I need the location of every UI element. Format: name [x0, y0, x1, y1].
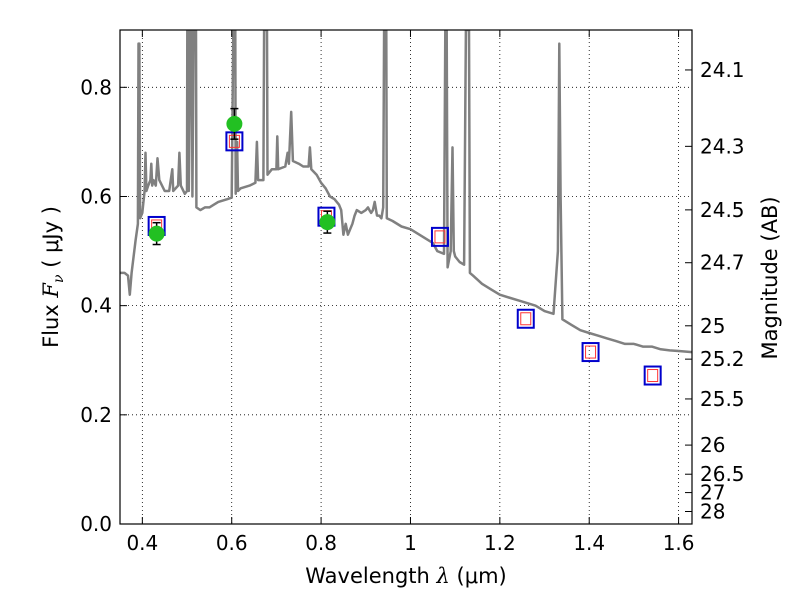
- x-tick-label: 0.4: [126, 531, 158, 555]
- y2-axis-title: Magnitude (AB): [758, 196, 782, 359]
- sed-spectrum-line: [120, 30, 692, 354]
- magnitude-tick-label: 28: [700, 499, 725, 523]
- y-tick-label: 0.6: [80, 184, 112, 208]
- x-tick-label: 0.6: [216, 531, 248, 555]
- magnitude-tick-label: 26.5: [700, 462, 745, 486]
- y-tick-label: 0.4: [80, 294, 112, 318]
- model-photometry-inner: [647, 369, 659, 383]
- model-photometry-inner: [434, 230, 446, 244]
- magnitude-tick-label: 24.7: [700, 251, 745, 275]
- model-photometry-inner: [585, 345, 597, 359]
- observed-photometry-point: [226, 115, 243, 132]
- magnitude-tick-label: 25: [700, 314, 725, 338]
- model-photometry-box: [643, 365, 662, 386]
- x-tick-label: 0.8: [305, 531, 337, 555]
- sed-spectrum-layer: [120, 30, 692, 354]
- model-photometry-box: [430, 226, 449, 247]
- magnitude-tick-label: 27: [700, 481, 725, 505]
- magnitude-tick-label: 24.5: [700, 198, 745, 222]
- x-tick-label: 1.2: [484, 531, 516, 555]
- photometry-layer: [147, 107, 662, 386]
- observed-photometry-point: [319, 214, 336, 231]
- model-photometry-box: [581, 342, 600, 363]
- model-photometry-inner: [520, 312, 532, 326]
- x-axis-title: Wavelength λ (μm): [305, 564, 506, 588]
- magnitude-tick-label: 24.3: [700, 134, 745, 158]
- grid-lines: [120, 30, 692, 525]
- x-tick-label: 1: [404, 531, 417, 555]
- magnitude-tick-label: 26: [700, 433, 725, 457]
- x-tick-label: 1.4: [573, 531, 605, 555]
- x-tick-label: 1.6: [663, 531, 695, 555]
- axis-ticks: 0.4 0.6 0.8 1 1.2 1.4 1.6 0.0 0.2 0.4 0.6 0.8 24.1 24…: [80, 30, 745, 555]
- y-tick-label: 0.0: [80, 512, 112, 536]
- y-tick-label: 0.2: [80, 403, 112, 427]
- plot-frame: [119, 29, 693, 525]
- y-tick-label: 0.8: [80, 75, 112, 99]
- magnitude-tick-label: 24.1: [700, 58, 745, 82]
- magnitude-tick-label: 25.5: [700, 387, 745, 411]
- y-axis-title: Flux Fν ( μJy ): [39, 206, 67, 348]
- magnitude-tick-label: 25.2: [700, 347, 745, 371]
- model-photometry-box: [516, 308, 535, 329]
- observed-photometry-point: [148, 225, 165, 242]
